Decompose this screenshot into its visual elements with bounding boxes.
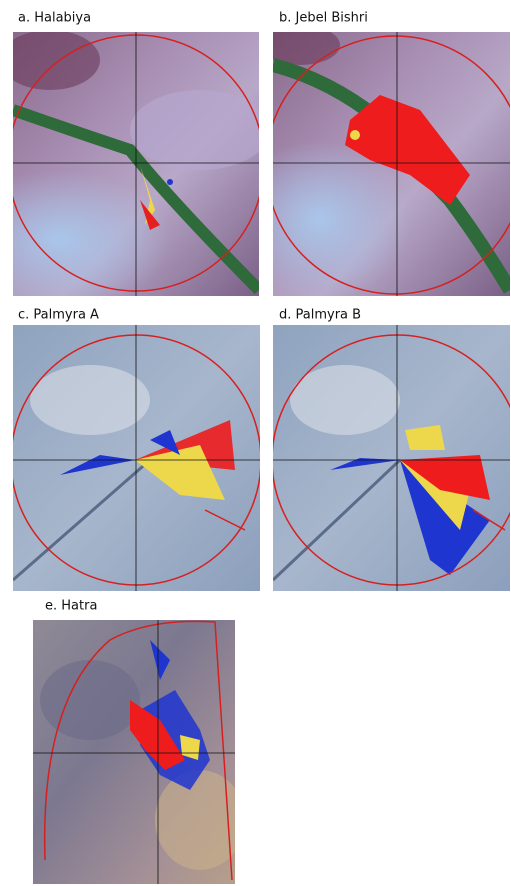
panel-label: c. Palmyra A [18, 308, 99, 323]
satellite-image [230, 25, 511, 300]
panel-label: d. Palmyra B [279, 308, 361, 323]
panel-label: b. Jebel Bishri [279, 11, 368, 26]
satellite-image [0, 30, 270, 310]
panel-label: e. Hatra [45, 599, 97, 614]
panel-label: a. Halabiya [18, 11, 91, 26]
page: a. Halabiya b. Jebel Bishri c. Palmyra A… [0, 0, 511, 886]
satellite-image [33, 620, 245, 884]
satellite-image [11, 325, 261, 591]
satellite-image [272, 325, 511, 591]
figure: a. Halabiya b. Jebel Bishri c. Palmyra A… [0, 0, 511, 886]
